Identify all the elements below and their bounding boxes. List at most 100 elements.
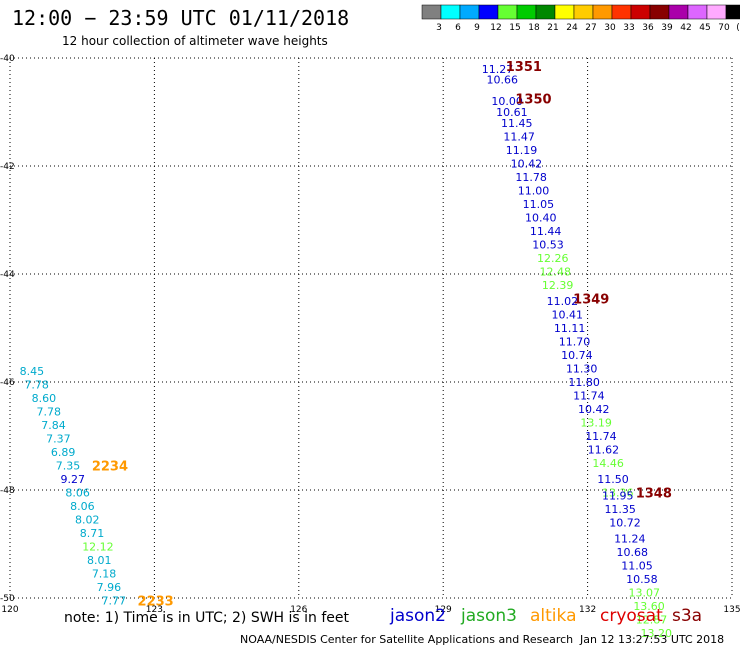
data-point-label: 10.58	[626, 573, 658, 586]
pass-number-label: 1349	[573, 292, 609, 307]
data-point-label: 12.48	[539, 265, 571, 278]
color-scale-swatch	[535, 4, 556, 20]
data-point-label: 11.78	[515, 171, 547, 184]
color-scale-swatch	[421, 4, 442, 20]
data-point-label: 9.27	[61, 473, 86, 486]
data-point-label: 8.06	[70, 500, 95, 513]
data-point-label: 12.26	[537, 252, 569, 265]
y-tick-label: -50	[0, 594, 15, 604]
data-point-label: 7.84	[41, 419, 66, 432]
data-point-label: 11.05	[621, 560, 653, 573]
color-scale-swatch	[459, 4, 480, 20]
legend-cryosat: cryosat	[600, 606, 663, 626]
color-scale-label: 24	[566, 23, 578, 33]
color-scale-swatch	[592, 4, 613, 20]
y-tick-label: -40	[0, 54, 15, 64]
legend-jason2: jason2	[390, 606, 446, 626]
color-scale-label: 12	[490, 23, 501, 33]
pass-number-label: 1351	[506, 60, 542, 75]
color-scale-label: 42	[680, 23, 691, 33]
data-point-label: 11.95	[602, 489, 634, 502]
data-point-label: 13.07	[629, 587, 661, 600]
color-scale-swatch	[554, 4, 575, 20]
color-scale-swatch	[668, 4, 689, 20]
data-point-label: 7.18	[92, 568, 117, 581]
color-scale-label: (ft)	[736, 23, 740, 33]
data-point-label: 8.45	[20, 365, 45, 378]
data-point-label: 12.39	[542, 279, 574, 292]
data-point-label: 8.71	[80, 527, 105, 540]
chart-title: 12:00 − 23:59 UTC 01/11/2018	[12, 6, 350, 30]
color-scale-label: 3	[436, 23, 442, 33]
data-point-label: 11.00	[518, 184, 550, 197]
data-point-label: 7.77	[101, 595, 126, 608]
color-scale-swatch	[687, 4, 708, 20]
y-tick-label: -46	[0, 378, 15, 388]
color-scale-swatch	[706, 4, 727, 20]
data-point-label: 13.36	[602, 487, 634, 500]
data-point-label: 8.60	[32, 392, 57, 405]
color-scale-label: 27	[585, 23, 596, 33]
data-point-label: 13.19	[580, 417, 612, 430]
x-tick-label: 129	[435, 605, 452, 615]
color-scale-label: 6	[455, 23, 461, 33]
data-point-label: 14.46	[592, 457, 624, 470]
data-point-label: 11.44	[530, 225, 562, 238]
y-tick-label: -44	[0, 270, 15, 280]
data-point-label: 12.12	[82, 541, 114, 554]
color-scale-label: 70	[718, 23, 730, 33]
data-point-label: 11.74	[585, 430, 617, 443]
color-scale-label: 33	[623, 23, 634, 33]
data-point-label: 11.74	[573, 390, 605, 403]
pass-number-label: 1348	[636, 487, 672, 502]
x-tick-label: 135	[723, 605, 740, 615]
x-tick-label: 132	[579, 605, 596, 615]
footer-note: note: 1) Time is in UTC; 2) SWH is in fe…	[64, 610, 350, 626]
data-point-label: 11.62	[588, 444, 620, 457]
data-point-label: 10.68	[616, 546, 648, 559]
timestamp-text: Jan 12 13:27:53 UTC 2018	[580, 633, 725, 646]
data-point-label: 7.96	[97, 581, 122, 594]
data-point-label: 10.66	[487, 74, 519, 87]
color-scale-swatch	[573, 4, 594, 20]
data-point-label: 11.30	[566, 363, 598, 376]
data-point-label: 7.35	[56, 460, 81, 473]
data-point-label: 12.87	[636, 614, 668, 627]
data-point-label: 6.89	[51, 446, 75, 459]
data-point-label: 10.61	[496, 106, 528, 119]
data-point-label: 11.47	[503, 130, 535, 143]
data-point-label: 11.35	[604, 503, 636, 516]
color-scale-label: 45	[699, 23, 710, 33]
data-point-label: 8.06	[65, 487, 90, 500]
data-point-label: 11.80	[568, 376, 600, 389]
color-scale-label: 15	[509, 23, 520, 33]
legend-altika: altika	[530, 606, 577, 626]
y-tick-label: -42	[0, 162, 15, 172]
color-scale-swatch	[516, 4, 537, 20]
data-point-label: 11.50	[597, 473, 629, 486]
chart-subtitle: 12 hour collection of altimeter wave hei…	[62, 34, 328, 48]
data-point-label: 7.78	[36, 406, 61, 419]
x-tick-label: 123	[146, 605, 163, 615]
data-point-label: 13.60	[633, 600, 665, 613]
data-point-label: 11.24	[614, 533, 646, 546]
color-scale-swatch	[497, 4, 518, 20]
color-scale-label: 9	[474, 23, 480, 33]
color-scale-label: 39	[661, 23, 673, 33]
color-scale-swatch	[611, 4, 632, 20]
data-point-label: 7.78	[24, 379, 49, 392]
x-tick-label: 120	[1, 605, 18, 615]
color-scale-swatch	[440, 4, 461, 20]
data-point-label: 10.53	[532, 238, 564, 251]
color-scale-label: 36	[642, 23, 654, 33]
data-point-label: 11.19	[506, 144, 537, 157]
data-point-label: 8.02	[75, 514, 100, 527]
data-point-label: 10.00	[491, 95, 523, 108]
data-point-label: 10.41	[552, 309, 584, 322]
x-tick-label: 126	[290, 605, 307, 615]
color-scale-swatch	[478, 4, 499, 20]
pass-number-label: 2234	[92, 460, 128, 475]
data-point-label: 8.01	[87, 554, 112, 567]
color-scale-label: 30	[604, 23, 616, 33]
